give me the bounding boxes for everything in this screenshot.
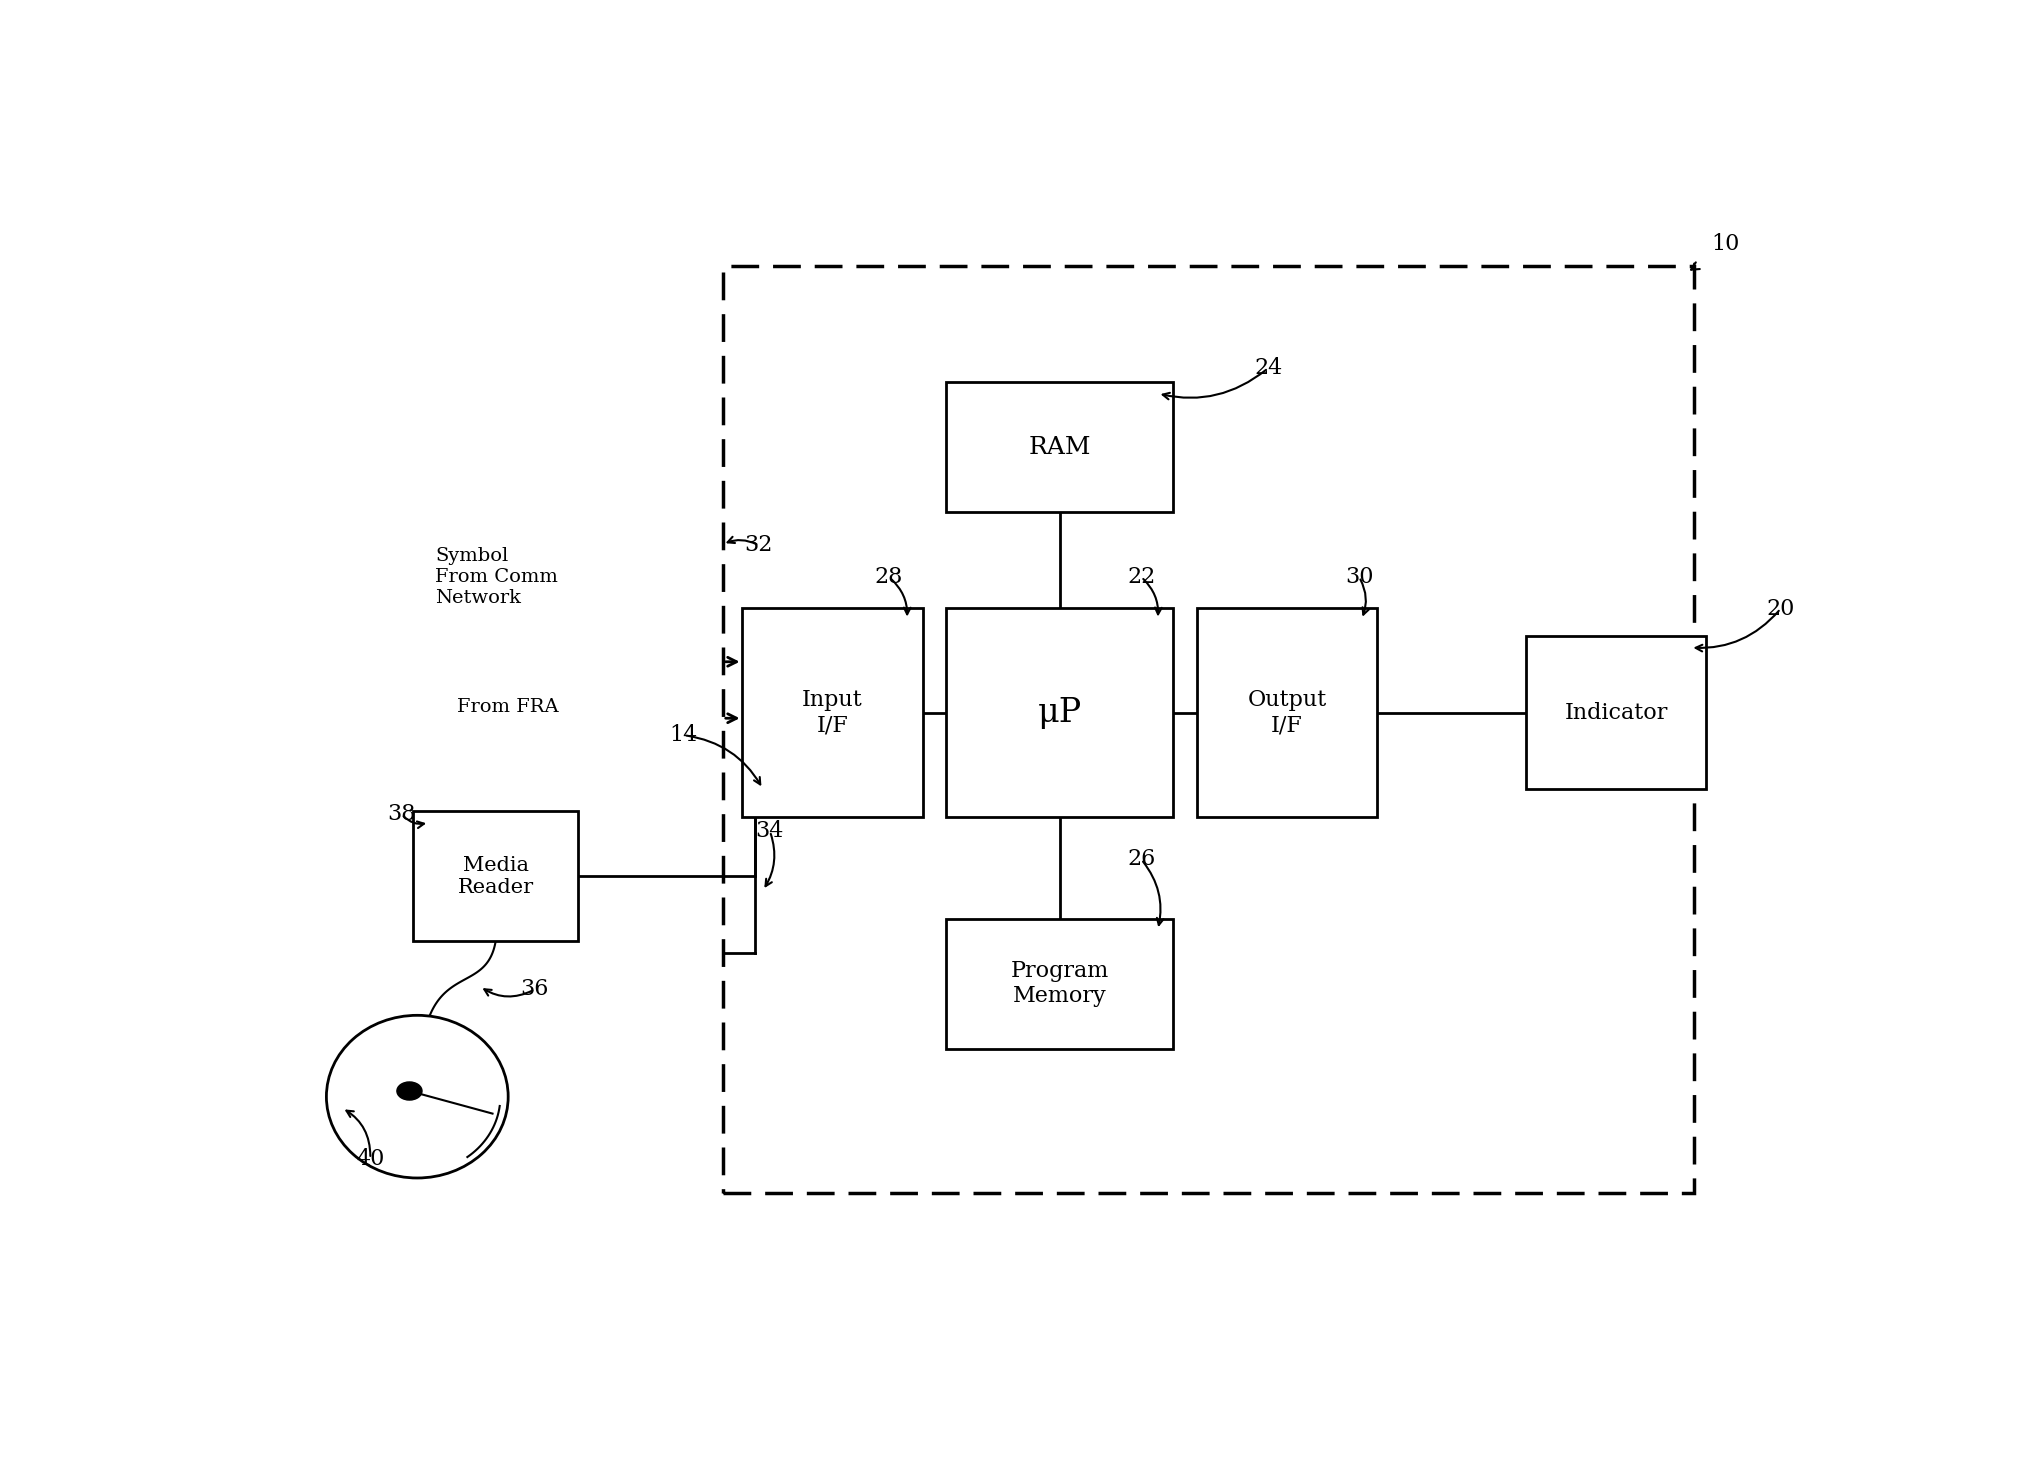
Ellipse shape [326,1015,508,1178]
Bar [742,609,922,817]
Text: 36: 36 [520,978,550,1000]
Text: From FRA: From FRA [457,698,558,716]
Text: Program
Memory: Program Memory [1011,959,1108,1008]
Text: 26: 26 [1126,848,1155,870]
Text: 14: 14 [669,725,698,747]
Text: 20: 20 [1767,597,1796,619]
Text: 34: 34 [756,820,785,842]
Text: Output
I/F: Output I/F [1248,689,1326,736]
Text: Input
I/F: Input I/F [803,689,863,736]
Text: 40: 40 [356,1147,384,1169]
Text: Indicator: Indicator [1565,701,1668,723]
Bar [1527,637,1707,789]
Bar [412,811,578,942]
Text: Media
Reader: Media Reader [457,855,534,896]
Text: Symbol
From Comm
Network: Symbol From Comm Network [435,547,558,607]
Circle shape [396,1083,423,1100]
Text: RAM: RAM [1029,436,1092,459]
Text: 24: 24 [1254,356,1282,378]
Bar [724,267,1694,1193]
Text: 30: 30 [1345,566,1373,588]
Text: 32: 32 [744,534,772,556]
Text: μP: μP [1037,697,1082,729]
Text: 28: 28 [876,566,904,588]
Bar [946,383,1173,512]
Bar [946,918,1173,1049]
Text: 22: 22 [1126,566,1155,588]
Text: 38: 38 [388,804,417,826]
Bar [1197,609,1377,817]
Bar [946,609,1173,817]
Text: 10: 10 [1711,233,1741,255]
